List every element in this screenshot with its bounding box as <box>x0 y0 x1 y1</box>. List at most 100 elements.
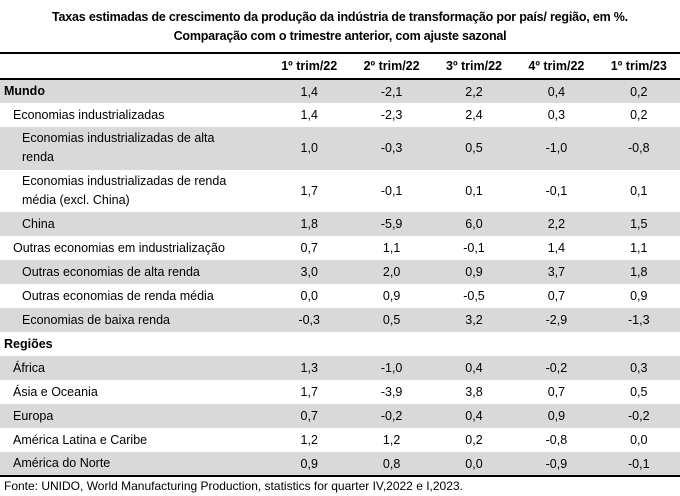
header-row: 1º trim/22 2º trim/22 3º trim/22 4º trim… <box>0 53 680 79</box>
cell-value: -2,9 <box>515 308 598 332</box>
row-label: Economias de baixa renda <box>0 308 269 332</box>
cell-value: 0,3 <box>597 356 680 380</box>
cell-value: 2,4 <box>465 108 483 122</box>
table-row: Outras economias de renda média 0,0 0,9 -0,… <box>0 284 680 308</box>
table-row: Ásia e Oceania 1,7 -3,9 3,8 0,7 0,5 <box>0 380 680 404</box>
row-label: Ásia e Oceania <box>13 384 98 399</box>
cell-value: 0,2 <box>597 79 680 103</box>
row-label: China <box>0 212 269 236</box>
cell-value: 1,4 <box>547 241 566 255</box>
cell-value <box>268 332 350 356</box>
row-label: Outras economias em industrialização <box>13 240 225 255</box>
cell-value: 1,2 <box>382 433 401 447</box>
cell-value: -0,5 <box>463 289 485 303</box>
cell-value: 0,2 <box>630 108 648 122</box>
table-row: Outras economias em industrialização 0,7 1… <box>0 236 680 260</box>
cell-value: -0,3 <box>350 127 433 170</box>
cell-value: 2,2 <box>432 79 516 103</box>
cell-value: 0,4 <box>432 404 516 428</box>
cell-value: 0,7 <box>300 241 318 255</box>
cell-value: -2,3 <box>380 108 403 122</box>
cell-value: -1,0 <box>350 356 433 380</box>
cell-value: -3,9 <box>380 385 403 399</box>
row-label: Economias industrializadas de alta renda <box>0 127 269 170</box>
cell-value <box>433 332 515 356</box>
cell-value: 0,0 <box>432 452 516 476</box>
cell-value: -0,8 <box>545 433 568 447</box>
cell-value: -0,9 <box>515 452 598 476</box>
cell-value: 6,0 <box>432 212 516 236</box>
row-label: Outras economias de renda média <box>22 288 214 303</box>
cell-value: 0,3 <box>547 108 566 122</box>
cell-value <box>515 332 597 356</box>
row-label: Europa <box>0 404 269 428</box>
header-q3-22: 3º trim/22 <box>446 59 502 73</box>
cell-value: 1,2 <box>300 433 318 447</box>
cell-value: 0,5 <box>630 385 648 399</box>
cell-value: 0,9 <box>382 289 401 303</box>
cell-value <box>598 332 680 356</box>
cell-value: -0,3 <box>268 308 351 332</box>
cell-value: 1,7 <box>300 385 318 399</box>
cell-value: 1,1 <box>382 241 401 255</box>
row-label: América do Norte <box>0 452 269 476</box>
cell-value: -1,3 <box>597 308 680 332</box>
header-q4-22: 4º trim/22 <box>528 59 585 73</box>
cell-value: -0,1 <box>380 183 403 198</box>
row-label: América Latina e Caribe <box>13 432 148 447</box>
header-q1-23: 1º trim/23 <box>610 59 667 73</box>
cell-value: 0,5 <box>350 308 433 332</box>
table-title-line-1: Taxas estimadas de crescimento da produç… <box>52 10 628 24</box>
table-row: Economias de baixa renda -0,3 0,5 3,2 -2,9 -1… <box>0 308 680 332</box>
cell-value: 0,1 <box>630 183 648 198</box>
cell-value: 1,5 <box>597 212 680 236</box>
cell-value: 0,5 <box>432 127 516 170</box>
cell-value: 2,2 <box>515 212 598 236</box>
cell-value: -0,2 <box>597 404 680 428</box>
table-title-line-2: Comparação com o trimestre anterior, com… <box>173 29 507 43</box>
cell-value: 0,0 <box>630 433 648 447</box>
table-row: África 1,3 -1,0 0,4 -0,2 0,3 <box>0 356 680 380</box>
cell-value: 0,8 <box>350 452 433 476</box>
cell-value: 0,7 <box>547 289 566 303</box>
cell-value: 0,7 <box>268 404 351 428</box>
cell-value: 1,0 <box>268 127 351 170</box>
row-label: África <box>0 356 269 380</box>
cell-value: 3,8 <box>465 385 483 399</box>
header-label-column <box>0 53 268 79</box>
cell-value: 3,7 <box>515 260 598 284</box>
table-row: Europa 0,7 -0,2 0,4 0,9 -0,2 <box>0 404 680 428</box>
cell-value: -1,0 <box>515 127 598 170</box>
table-row: Economias industrializadas de renda médi… <box>0 170 680 213</box>
row-label: Economias industrializadas <box>13 107 165 122</box>
cell-value: 0,7 <box>547 385 566 399</box>
cell-value: -0,1 <box>463 241 485 255</box>
header-q2-22: 2º trim/22 <box>363 59 420 73</box>
cell-value: 1,8 <box>268 212 351 236</box>
cell-value: 0,2 <box>465 433 483 447</box>
cell-value: 1,8 <box>597 260 680 284</box>
cell-value: 1,4 <box>268 79 351 103</box>
header-q1-22: 1º trim/22 <box>281 59 338 73</box>
table-row: Economias industrializadas de alta renda… <box>0 127 680 170</box>
cell-value: 0,9 <box>515 404 598 428</box>
cell-value: -0,1 <box>597 452 680 476</box>
cell-value: 1,4 <box>300 108 318 122</box>
cell-value: -0,1 <box>545 183 568 198</box>
cell-value: -0,2 <box>350 404 433 428</box>
table-row: Outras economias de alta renda 3,0 2,0 0,9 3… <box>0 260 680 284</box>
cell-value: 0,4 <box>515 79 598 103</box>
cell-value: -5,9 <box>350 212 433 236</box>
cell-value: 1,7 <box>300 183 318 198</box>
row-label: Outras economias de alta renda <box>0 260 269 284</box>
cell-value <box>350 332 432 356</box>
row-label: Economias industrializadas de renda médi… <box>22 173 227 207</box>
row-label: Mundo <box>0 79 269 103</box>
cell-value: -0,8 <box>597 127 680 170</box>
cell-value: 1,3 <box>268 356 351 380</box>
table-row: Regiões <box>0 332 680 356</box>
cell-value: 0,9 <box>268 452 351 476</box>
row-label: Regiões <box>4 336 53 351</box>
table-row: Mundo 1,4 -2,1 2,2 0,4 0,2 <box>0 79 680 103</box>
cell-value: 2,0 <box>350 260 433 284</box>
